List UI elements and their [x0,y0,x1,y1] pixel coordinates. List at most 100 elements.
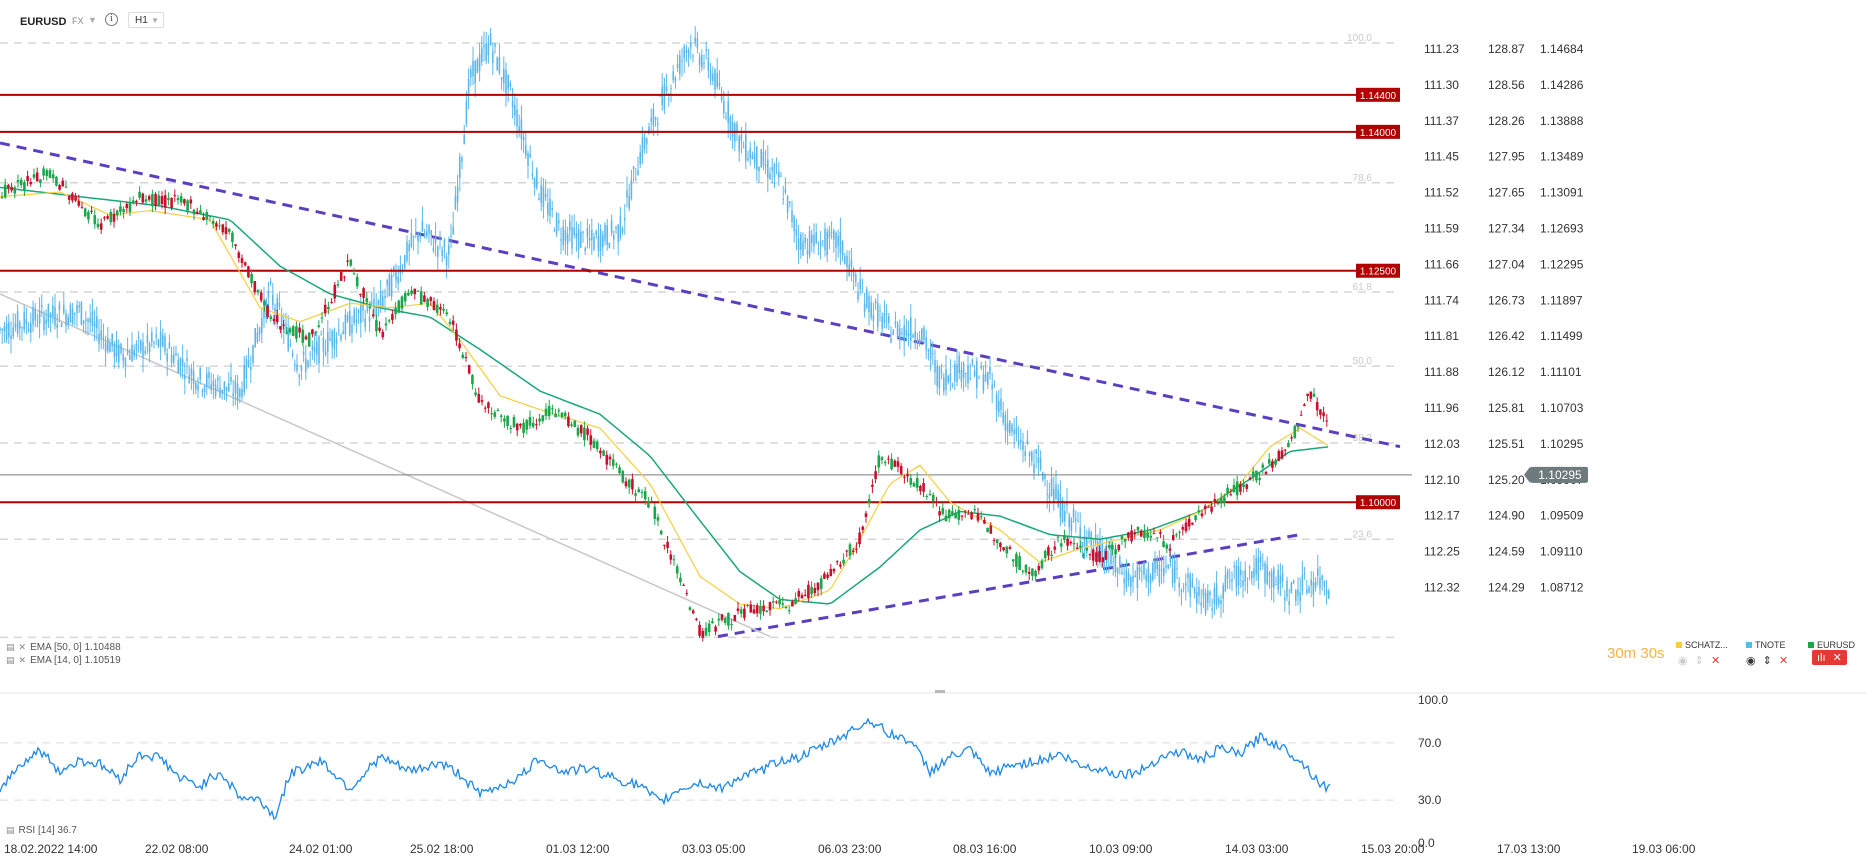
indicator-ema14[interactable]: ▤ ✕ EMA [14, 0] 1.10519 [6,655,121,666]
tnote-body [1090,532,1092,547]
timeframe-select[interactable]: H1 ▼ [128,12,164,28]
candle-body [112,213,116,222]
tnote-body [461,157,463,162]
candle-type-icon[interactable]: ılı [1817,652,1826,664]
candle-body [602,450,605,456]
legend-eurusd[interactable]: EURUSD [1808,640,1855,650]
tnote-body [707,58,710,71]
tnote-body [65,313,67,326]
candle-body [1325,420,1329,422]
close-icon[interactable]: ✕ [18,655,27,665]
candle-body [845,550,849,552]
eurusd-controls[interactable]: ılı ✕ [1812,650,1847,665]
horizontal-levels[interactable]: 1.14400 1.14000 1.12500 1.10000 [0,87,1412,510]
tnote-body [960,369,963,382]
tnote-body [729,117,732,132]
schatz-tick: 112.03 [1424,437,1460,451]
eye-icon[interactable]: ◉ [1746,655,1756,667]
candle-body [333,284,337,299]
candle-body [634,493,637,496]
symbol-label[interactable]: EURUSD [20,16,67,28]
candle-body [375,320,378,332]
info-icon[interactable]: i [105,13,118,26]
legend-tnote[interactable]: TNOTE [1746,640,1786,650]
tnote-body [591,229,593,241]
tnote-body [173,354,175,363]
tnote-body [85,319,87,321]
candle-body [531,422,535,427]
trendlines[interactable] [0,141,1401,638]
tnote-body [597,235,600,251]
candle-body [1027,571,1031,574]
tnote-body [267,290,270,298]
close-icon[interactable]: ✕ [1710,655,1721,667]
tnote-body [107,337,109,352]
candle-body [1098,551,1101,562]
time-tick: 08.03 16:00 [953,842,1017,856]
candle-body [58,184,61,190]
close-icon[interactable]: ✕ [1778,655,1789,667]
candle-body [1213,499,1217,503]
chevron-down-icon[interactable]: ▼ [88,15,97,25]
tnote-body [934,360,936,373]
tnote-controls[interactable]: ◉ ⇕ ✕ [1746,654,1788,667]
candle-body [461,354,465,358]
candle-body [189,199,193,204]
tnote-body [509,82,512,87]
settings-icon[interactable]: ▤ [6,655,15,665]
tnote-body [329,338,331,341]
tnote-body [450,235,452,237]
tnote-body [850,259,853,267]
close-icon[interactable]: ✕ [1832,652,1842,664]
eye-icon[interactable]: ◉ [1678,655,1688,667]
candle-body [419,291,423,305]
tnote-body [1328,590,1330,599]
tnote-body [1319,578,1321,589]
indicator-rsi[interactable]: ▤ RSI [14] 36.7 [6,825,77,836]
tnote-body [643,137,646,149]
tnote-body [322,337,325,352]
candle-body [48,170,52,178]
reorder-icon[interactable]: ⇕ [1762,655,1772,667]
tnote-body [463,135,465,145]
candle-body [115,210,119,216]
tnote-body [1055,484,1057,500]
legend-schatz[interactable]: SCHATZ... [1676,640,1728,650]
candle-body [19,179,23,185]
tnote-body [758,167,760,172]
candle-body [1011,559,1015,562]
candle-body [557,410,561,412]
tnote-body [1290,582,1293,594]
tnote-body [778,171,780,178]
candle-body [253,281,257,293]
tnote-body [516,109,518,127]
candle-body [944,515,948,522]
reorder-icon[interactable]: ⇕ [1694,655,1704,667]
tnote-body [78,305,80,308]
tnote-body [1189,573,1191,597]
schatz-controls[interactable]: ◉ ⇕ ✕ [1678,654,1720,667]
tnote-body [1257,558,1260,580]
tnote-body [1235,566,1238,589]
tnote-body [21,327,23,329]
candle-body [266,305,269,317]
close-icon[interactable]: ✕ [18,642,27,652]
candle-body [1152,533,1156,535]
candle-body [922,482,925,492]
tnote-body [767,159,769,178]
candle-body [32,174,36,178]
level-label-0: 1.14400 [1360,91,1397,102]
settings-icon[interactable]: ▤ [6,642,15,652]
candle-body [199,210,202,215]
indicator-ema50[interactable]: ▤ ✕ EMA [50, 0] 1.10488 [6,642,121,653]
candle-body [570,424,573,426]
candle-body [496,410,500,412]
tnote-body [437,246,439,257]
candle-body [346,260,349,262]
candle-body [1155,537,1159,539]
candle-body [525,420,529,430]
candle-body [147,196,151,200]
candle-body [1229,494,1233,496]
settings-icon[interactable]: ▤ [6,825,15,835]
